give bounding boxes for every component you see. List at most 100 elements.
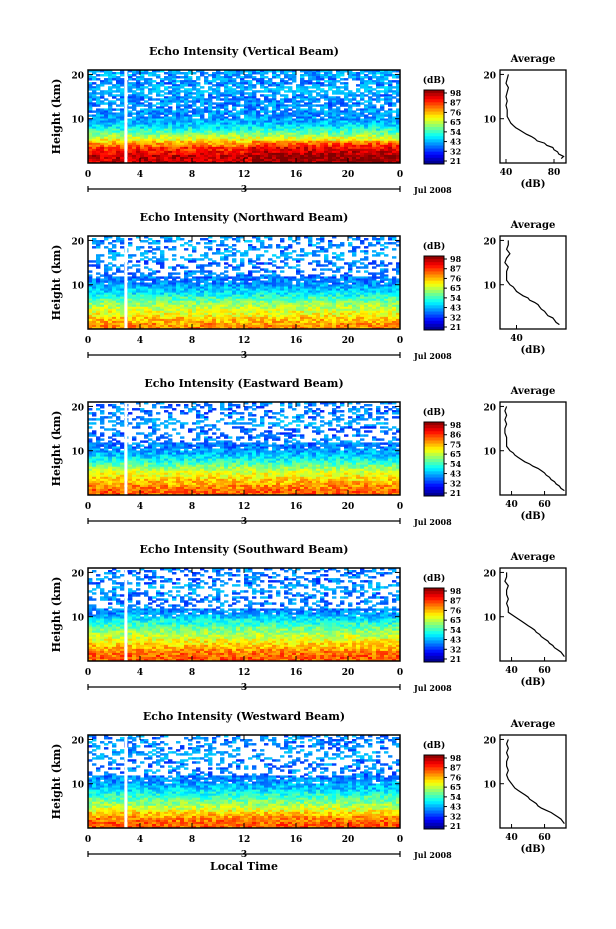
heatmap-cell	[172, 304, 177, 308]
heatmap-cell	[396, 108, 401, 111]
heatmap-cell	[312, 268, 317, 271]
heatmap-cell	[304, 118, 309, 121]
heatmap-cell	[196, 264, 201, 267]
heatmap-cell	[120, 90, 125, 93]
heatmap-cell	[196, 152, 201, 156]
heatmap-cell	[172, 82, 177, 85]
heatmap-cell	[120, 130, 125, 134]
heatmap-cell	[268, 270, 273, 273]
heatmap-cell	[228, 264, 233, 267]
heatmap-cell	[224, 254, 229, 257]
heatmap-cell	[300, 100, 305, 103]
heatmap-cell	[324, 106, 329, 109]
heatmap-cell	[388, 128, 393, 132]
heatmap-cell	[196, 108, 201, 111]
heatmap-cell	[108, 100, 113, 103]
heatmap-cell	[364, 108, 369, 111]
heatmap-cell	[344, 292, 349, 296]
heatmap-cell	[88, 120, 93, 123]
heatmap-cell	[120, 122, 125, 125]
heatmap-cell	[232, 88, 237, 91]
heatmap-cell	[304, 160, 309, 164]
heatmap-cell	[328, 300, 333, 304]
heatmap-cell	[272, 280, 277, 283]
heatmap-cell	[284, 86, 289, 89]
heatmap-cell	[364, 302, 369, 306]
heatmap-cell	[108, 108, 113, 111]
heatmap-cell	[328, 142, 333, 146]
heatmap-cell	[96, 244, 101, 247]
heatmap-cell	[184, 82, 189, 85]
heatmap-cell	[228, 286, 233, 289]
heatmap-cell	[104, 154, 109, 158]
heatmap-cell	[376, 296, 381, 300]
heatmap-cell	[328, 120, 333, 123]
heatmap-cell	[100, 74, 105, 77]
heatmap-cell	[164, 112, 169, 115]
heatmap-cell	[284, 142, 289, 146]
heatmap-cell	[104, 80, 109, 83]
heatmap-cell	[112, 74, 117, 77]
heatmap-cell	[192, 112, 197, 115]
heatmap-cell	[244, 122, 249, 125]
heatmap-cell	[172, 116, 177, 119]
heatmap-cell	[384, 138, 389, 142]
heatmap-cell	[160, 70, 165, 73]
heatmap-cell	[276, 266, 281, 269]
heatmap-cell	[304, 104, 309, 107]
heatmap-cell	[216, 108, 221, 111]
heatmap-cell	[188, 84, 193, 87]
heatmap-cell	[388, 122, 393, 125]
heatmap-cell	[92, 88, 97, 91]
heatmap-cell	[196, 304, 201, 308]
heatmap-cell	[360, 142, 365, 146]
heatmap-cell	[116, 128, 121, 132]
heatmap-cell	[380, 288, 385, 291]
heatmap-cell	[320, 112, 325, 115]
heatmap-cell	[364, 134, 369, 138]
heatmap-cell	[332, 290, 337, 294]
heatmap-cell	[220, 138, 225, 142]
heatmap-cell	[172, 246, 177, 249]
heatmap-cell	[388, 158, 393, 162]
heatmap-cell	[164, 132, 169, 136]
heatmap-cell	[208, 246, 213, 249]
heatmap-cell	[232, 152, 237, 156]
heatmap-cell	[92, 306, 97, 310]
heatmap-cell	[196, 242, 201, 245]
heatmap-cell	[248, 274, 253, 277]
heatmap-cell	[184, 140, 189, 144]
heatmap-cell	[184, 146, 189, 150]
heatmap-cell	[356, 288, 361, 291]
heatmap-cell	[128, 282, 133, 285]
heatmap-cell	[244, 100, 249, 103]
colorbar-segment	[424, 111, 444, 116]
heatmap-cell	[312, 104, 317, 107]
heatmap-cell	[308, 290, 313, 294]
heatmap-cell	[148, 112, 153, 115]
heatmap-cell	[244, 254, 249, 257]
heatmap-cell	[208, 248, 213, 251]
heatmap-cell	[184, 132, 189, 136]
heatmap-cell	[352, 148, 357, 152]
heatmap-cell	[240, 144, 245, 148]
heatmap-cell	[148, 298, 153, 302]
heatmap-cell	[312, 290, 317, 294]
heatmap-cell	[152, 140, 157, 144]
heatmap-cell	[252, 92, 257, 95]
heatmap-cell	[380, 134, 385, 138]
heatmap-cell	[228, 294, 233, 298]
heatmap-cell	[120, 110, 125, 113]
heatmap-cell	[136, 148, 141, 152]
heatmap-cell	[256, 100, 261, 103]
heatmap-cell	[212, 130, 217, 134]
heatmap-cell	[144, 240, 149, 243]
heatmap-cell	[132, 102, 137, 105]
heatmap-cell	[296, 126, 301, 130]
heatmap-cell	[268, 128, 273, 132]
heatmap-cell	[140, 90, 145, 93]
heatmap-cell	[144, 156, 149, 160]
heatmap-cell	[304, 82, 309, 85]
heatmap-cell	[356, 284, 361, 287]
heatmap-cell	[236, 110, 241, 113]
